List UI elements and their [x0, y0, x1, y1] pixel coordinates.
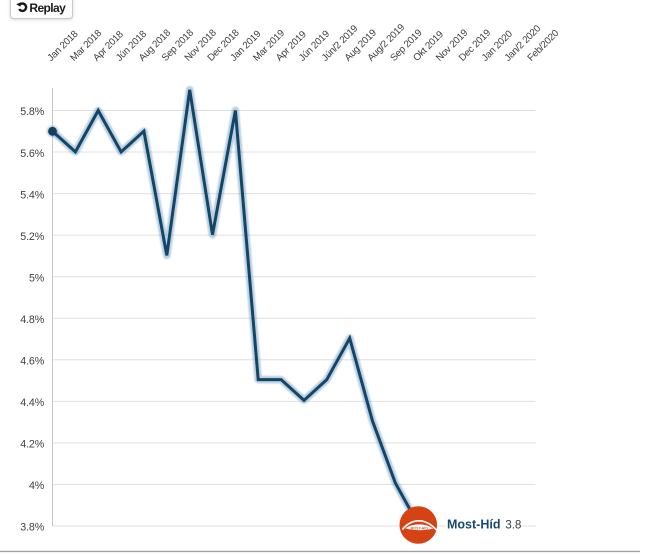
svg-text:3.8%: 3.8%: [20, 522, 45, 534]
svg-text:4.4%: 4.4%: [20, 397, 45, 409]
svg-text:5.8%: 5.8%: [20, 106, 45, 118]
svg-text:5.4%: 5.4%: [20, 189, 45, 201]
svg-text:Replay: Replay: [29, 1, 66, 15]
svg-text:Most-Híd: Most-Híd: [447, 517, 500, 531]
svg-text:4.8%: 4.8%: [20, 314, 45, 326]
svg-text:5.6%: 5.6%: [20, 148, 45, 160]
svg-text:5.2%: 5.2%: [20, 231, 45, 243]
svg-text:5%: 5%: [29, 272, 45, 284]
svg-text:4.2%: 4.2%: [20, 439, 45, 451]
svg-text:4%: 4%: [29, 480, 45, 492]
svg-text:MOST-HÍD: MOST-HÍD: [411, 525, 429, 530]
svg-text:4.6%: 4.6%: [20, 356, 45, 368]
svg-text:3.8: 3.8: [505, 518, 521, 531]
